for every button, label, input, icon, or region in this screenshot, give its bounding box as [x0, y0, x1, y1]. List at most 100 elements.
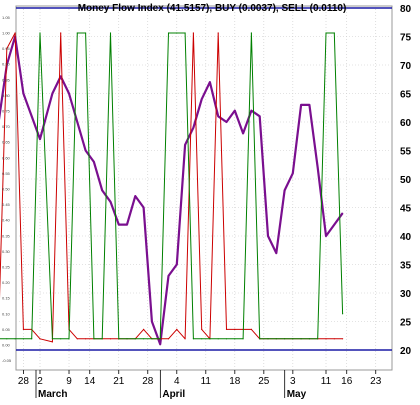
y-right-tick-label: 30	[400, 289, 412, 300]
x-tick-label: 25	[258, 376, 270, 387]
series-point	[60, 338, 62, 340]
series-point	[275, 252, 277, 254]
series-point	[51, 341, 54, 343]
series-point	[184, 338, 186, 340]
y-left-tick-label: 0.30	[2, 249, 11, 254]
series-point	[143, 206, 145, 209]
grid-layer	[15, 5, 393, 371]
y-left-tick-label: 0.75	[2, 109, 11, 114]
y-right-tick-label: 20	[400, 346, 412, 357]
series-point	[68, 338, 70, 340]
axis-layer: 20 25 30 35 40 45 50 55 60 65 70 75 80 1.05 1.00 0.95 0.…	[2, 4, 412, 400]
y-left-tick-label: 0.95	[2, 46, 11, 51]
y-left-tick-label: 0.50	[2, 187, 11, 192]
series-point	[109, 338, 112, 340]
x-tick-label: 28	[18, 376, 30, 387]
series-point	[134, 338, 136, 340]
y-right-tick-label: 50	[400, 175, 412, 186]
x-tick-label: 9	[66, 376, 72, 387]
series-point	[126, 224, 128, 226]
y-right-tick-label: 75	[400, 33, 412, 44]
x-month-label: April	[162, 389, 185, 400]
x-tick-label: 4	[174, 376, 180, 387]
series-point	[68, 92, 70, 95]
reference-lines	[16, 7, 392, 351]
series-point	[250, 110, 252, 112]
y-left-tick-label: 0.80	[2, 93, 11, 98]
series-point	[325, 235, 327, 237]
series-point	[134, 195, 136, 197]
series-point	[275, 338, 277, 340]
series-point	[250, 32, 252, 34]
series-point	[51, 92, 54, 95]
series-point	[39, 138, 41, 140]
series-point	[85, 338, 87, 340]
x-tick-label: 2	[37, 376, 43, 387]
series-point	[192, 127, 194, 129]
series-line	[0, 32, 344, 340]
y-left-tick-label: 0.10	[2, 311, 11, 316]
series-point	[167, 338, 170, 340]
y-left-tick-label: 0.45	[2, 202, 11, 207]
x-tick-label: 16	[341, 376, 353, 387]
series-point	[6, 48, 8, 50]
series-point	[325, 338, 327, 340]
series-point	[31, 115, 33, 117]
series-point	[342, 313, 344, 315]
series-point	[176, 328, 178, 330]
series-point	[101, 338, 103, 340]
x-tick-label: 23	[370, 376, 382, 387]
series-point	[39, 338, 41, 340]
series-point	[209, 81, 211, 83]
y-right-tick-label: 25	[400, 318, 412, 329]
series-point	[6, 338, 8, 340]
series-point	[60, 75, 62, 77]
chart-title: Money Flow Index (41.5157), BUY (0.0037)…	[78, 3, 347, 14]
series-point	[118, 338, 120, 340]
y-right-tick-label: 60	[400, 118, 412, 129]
series-point	[292, 172, 294, 174]
x-tick-label: 21	[113, 376, 125, 387]
series-point	[259, 115, 261, 117]
series-point	[22, 338, 24, 340]
y-left-tick-label: 0.20	[2, 280, 11, 285]
y-left-tick-label: 0.70	[2, 124, 11, 129]
series-point	[325, 32, 327, 34]
series-point	[242, 132, 244, 134]
y-left-tick-label: 0.00	[2, 343, 11, 348]
y-right-tick-label: 45	[400, 204, 412, 215]
y-left-tick-label: 1.00	[2, 31, 11, 36]
series-point	[101, 189, 103, 191]
y-left-tick-label: 0.60	[2, 155, 11, 160]
y-left-tick-label: 0.05	[2, 327, 11, 332]
series-point	[225, 328, 228, 330]
series-point	[109, 32, 112, 34]
x-tick-label: 28	[142, 376, 154, 387]
series-point	[76, 121, 78, 123]
x-month-label: March	[38, 389, 67, 400]
series-point	[300, 338, 302, 340]
series-point	[85, 32, 87, 34]
series-point	[308, 104, 310, 106]
series-point	[333, 338, 335, 340]
y-left-tick-label: 1.05	[2, 15, 11, 20]
series-point	[167, 32, 170, 34]
y-right-tick-label: 80	[400, 4, 412, 15]
series-point	[342, 338, 344, 340]
series-point	[333, 224, 335, 226]
series-point	[267, 338, 269, 340]
series-point	[143, 338, 145, 340]
series-point	[192, 338, 194, 340]
series-point	[292, 338, 294, 340]
series-point	[167, 275, 170, 277]
y-right-tick-label: 40	[400, 232, 412, 243]
series-point	[201, 328, 203, 330]
series-point	[184, 32, 186, 34]
series-point	[209, 338, 211, 340]
series-layer	[0, 32, 344, 346]
y-left-tick-label: 0.35	[2, 233, 11, 238]
series-point	[118, 224, 120, 226]
series-point	[14, 32, 16, 34]
